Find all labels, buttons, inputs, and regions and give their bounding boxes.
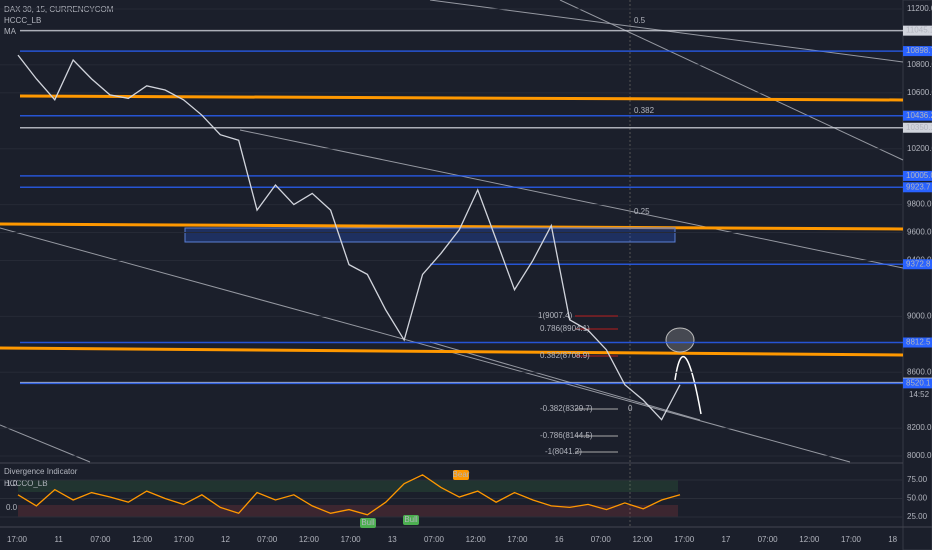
- time-label: 13: [388, 535, 397, 544]
- time-label: 18: [888, 535, 897, 544]
- target-circle: [665, 327, 695, 353]
- time-label: 11: [55, 535, 64, 544]
- price-line: [17, 54, 681, 421]
- signal-label: Bull: [361, 518, 375, 527]
- time-label: 17:00: [174, 535, 195, 544]
- support-level: [0, 222, 904, 231]
- fib-small-label: 0.382(8708.9): [540, 351, 590, 360]
- price-tick-label: 9600.0: [907, 228, 932, 237]
- fib-label: 0.382: [634, 106, 655, 115]
- signal-badge: [453, 470, 469, 480]
- indicator-tick: 25.00: [907, 512, 928, 521]
- price-tick-label: 10800.0: [907, 60, 932, 69]
- time-label: 07:00: [758, 535, 779, 544]
- price-tag-label: 10898.7: [906, 46, 932, 55]
- oversold-band: [18, 505, 678, 517]
- price-tag-label: 10005.0: [906, 171, 932, 180]
- price-tick-label: 10600.0: [907, 88, 932, 97]
- indicator-tick: 75.00: [907, 475, 928, 484]
- time-label: 12: [221, 535, 230, 544]
- price-tag-label: 9923.7: [906, 182, 931, 191]
- time-label: 12:00: [799, 535, 820, 544]
- time-label: 07:00: [257, 535, 278, 544]
- price-tag-label: 11045.1: [906, 26, 932, 35]
- indicator-name: HCCC_LB: [4, 16, 41, 25]
- price-tag-label: 8812.5: [906, 338, 931, 347]
- price-tick-label: 8000.0: [907, 451, 932, 460]
- price-tag: [903, 182, 932, 193]
- time-label: 17:00: [507, 535, 528, 544]
- price-tag-label: 10350.1: [906, 123, 932, 132]
- trend-line: [559, 0, 904, 161]
- time-label: 07:00: [591, 535, 612, 544]
- zone: [184, 227, 676, 243]
- price-tag: [903, 337, 932, 348]
- fib-label: 0.5: [634, 16, 646, 25]
- indicator-left-tick: 0.0: [6, 503, 18, 512]
- indicator-name: MA: [4, 27, 17, 36]
- countdown: 14:52: [909, 390, 930, 399]
- time-label: 16: [555, 535, 564, 544]
- support-level: [0, 346, 904, 357]
- fib-small-label: 0.786(8904.1): [540, 324, 590, 333]
- fib-small-label: 1(9007.4): [538, 311, 573, 320]
- price-tick-label: 8600.0: [907, 367, 932, 376]
- fib-small-label: -1(8041.2): [545, 447, 582, 456]
- price-tag-label: 8520.1: [906, 378, 931, 387]
- time-label: 12:00: [632, 535, 653, 544]
- time-label: 17:00: [841, 535, 862, 544]
- trend-line: [429, 341, 701, 421]
- time-label: 17:00: [341, 535, 362, 544]
- signal-label: Bear: [453, 470, 470, 479]
- signal-badge: [360, 518, 376, 528]
- signal-label: Bull: [404, 515, 418, 524]
- price-tag: [903, 122, 932, 133]
- price-tag: [903, 170, 932, 181]
- price-tick-label: 11200.0: [907, 4, 932, 13]
- price-tick-label: 10200.0: [907, 144, 932, 153]
- pane-title: Divergence Indicator: [4, 467, 78, 476]
- time-label: 12:00: [132, 535, 153, 544]
- time-label: 17:00: [674, 535, 695, 544]
- pane-subtitle: HCCCO_LB: [4, 479, 48, 488]
- projection-arrow: [674, 355, 702, 415]
- indicator-tick: 50.00: [907, 494, 928, 503]
- fib-small-label: -0.786(8144.5): [540, 431, 593, 440]
- time-label: 17: [721, 535, 730, 544]
- price-tick-label: 8200.0: [907, 423, 932, 432]
- time-label: 07:00: [90, 535, 111, 544]
- oscillator: [17, 474, 681, 516]
- symbol-title: DAX 30, 15, CURRENCYCOM: [4, 5, 114, 14]
- signal-badge: [403, 515, 419, 525]
- price-tag-label: 10436.2: [906, 111, 932, 120]
- price-tick-label: 9000.0: [907, 311, 932, 320]
- overbought-band: [18, 480, 678, 492]
- price-tag-label: 9372.8: [906, 259, 931, 268]
- support-level: [19, 94, 904, 102]
- fib-small-label: 0: [628, 404, 633, 413]
- price-axis: [902, 0, 932, 550]
- price-tag: [903, 110, 932, 121]
- time-label: 12:00: [299, 535, 320, 544]
- price-tag: [903, 378, 932, 389]
- time-label: 12:00: [466, 535, 487, 544]
- trend-line: [239, 129, 904, 269]
- time-label: 07:00: [424, 535, 445, 544]
- price-tag: [903, 25, 932, 36]
- fib-label: 0.25: [634, 207, 650, 216]
- fib-small-label: -0.382(8329.7): [540, 404, 593, 413]
- time-label: 17:00: [7, 535, 28, 544]
- price-tag: [903, 259, 932, 270]
- price-tick-label: 9800.0: [907, 200, 932, 209]
- price-tag: [903, 46, 932, 57]
- indicator-left-tick: 1.0: [6, 479, 18, 488]
- trend-line: [0, 227, 851, 463]
